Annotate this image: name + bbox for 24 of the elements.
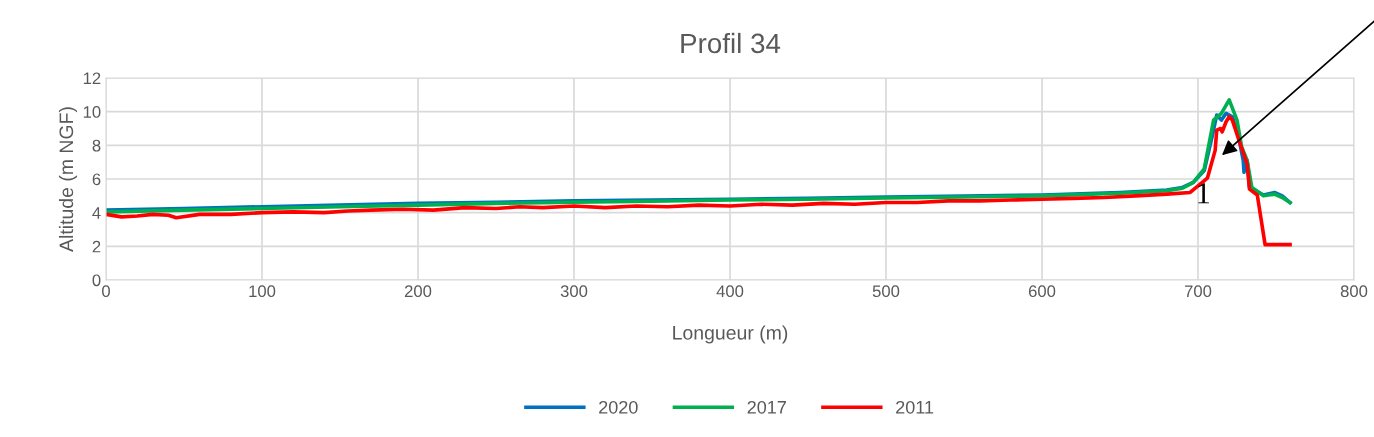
y-tick-label: 0 <box>92 274 101 287</box>
x-axis-title: Longueur (m) <box>673 325 788 344</box>
x-tick-label: 200 <box>404 285 432 298</box>
y-tick-label: 2 <box>92 240 101 253</box>
y-axis-title: Altitude (m NGF) <box>58 107 78 252</box>
chart-title: Profil 34 <box>681 32 781 54</box>
x-tick-label: 300 <box>560 285 588 298</box>
x-tick-label: 400 <box>716 285 744 298</box>
legend-label: 2017 <box>747 400 786 414</box>
line-series <box>106 114 1292 247</box>
y-tick-label: 6 <box>92 173 101 186</box>
legend-label: 2020 <box>599 400 638 414</box>
x-tick-label: 0 <box>102 285 110 298</box>
y-tick-label: 4 <box>92 207 101 219</box>
x-tick-label: 700 <box>1184 285 1212 298</box>
y-tick-label: 10 <box>83 106 101 118</box>
x-tick-label: 600 <box>1028 285 1056 298</box>
x-tick-label: 500 <box>872 285 900 298</box>
annotation: 1 <box>1198 183 1209 204</box>
y-tick-label: 8 <box>92 139 101 152</box>
x-tick-label: 100 <box>249 285 276 298</box>
legend-label: 2011 <box>896 400 934 414</box>
x-tick-label: 800 <box>1340 285 1368 298</box>
y-tick-label: 12 <box>83 72 101 85</box>
